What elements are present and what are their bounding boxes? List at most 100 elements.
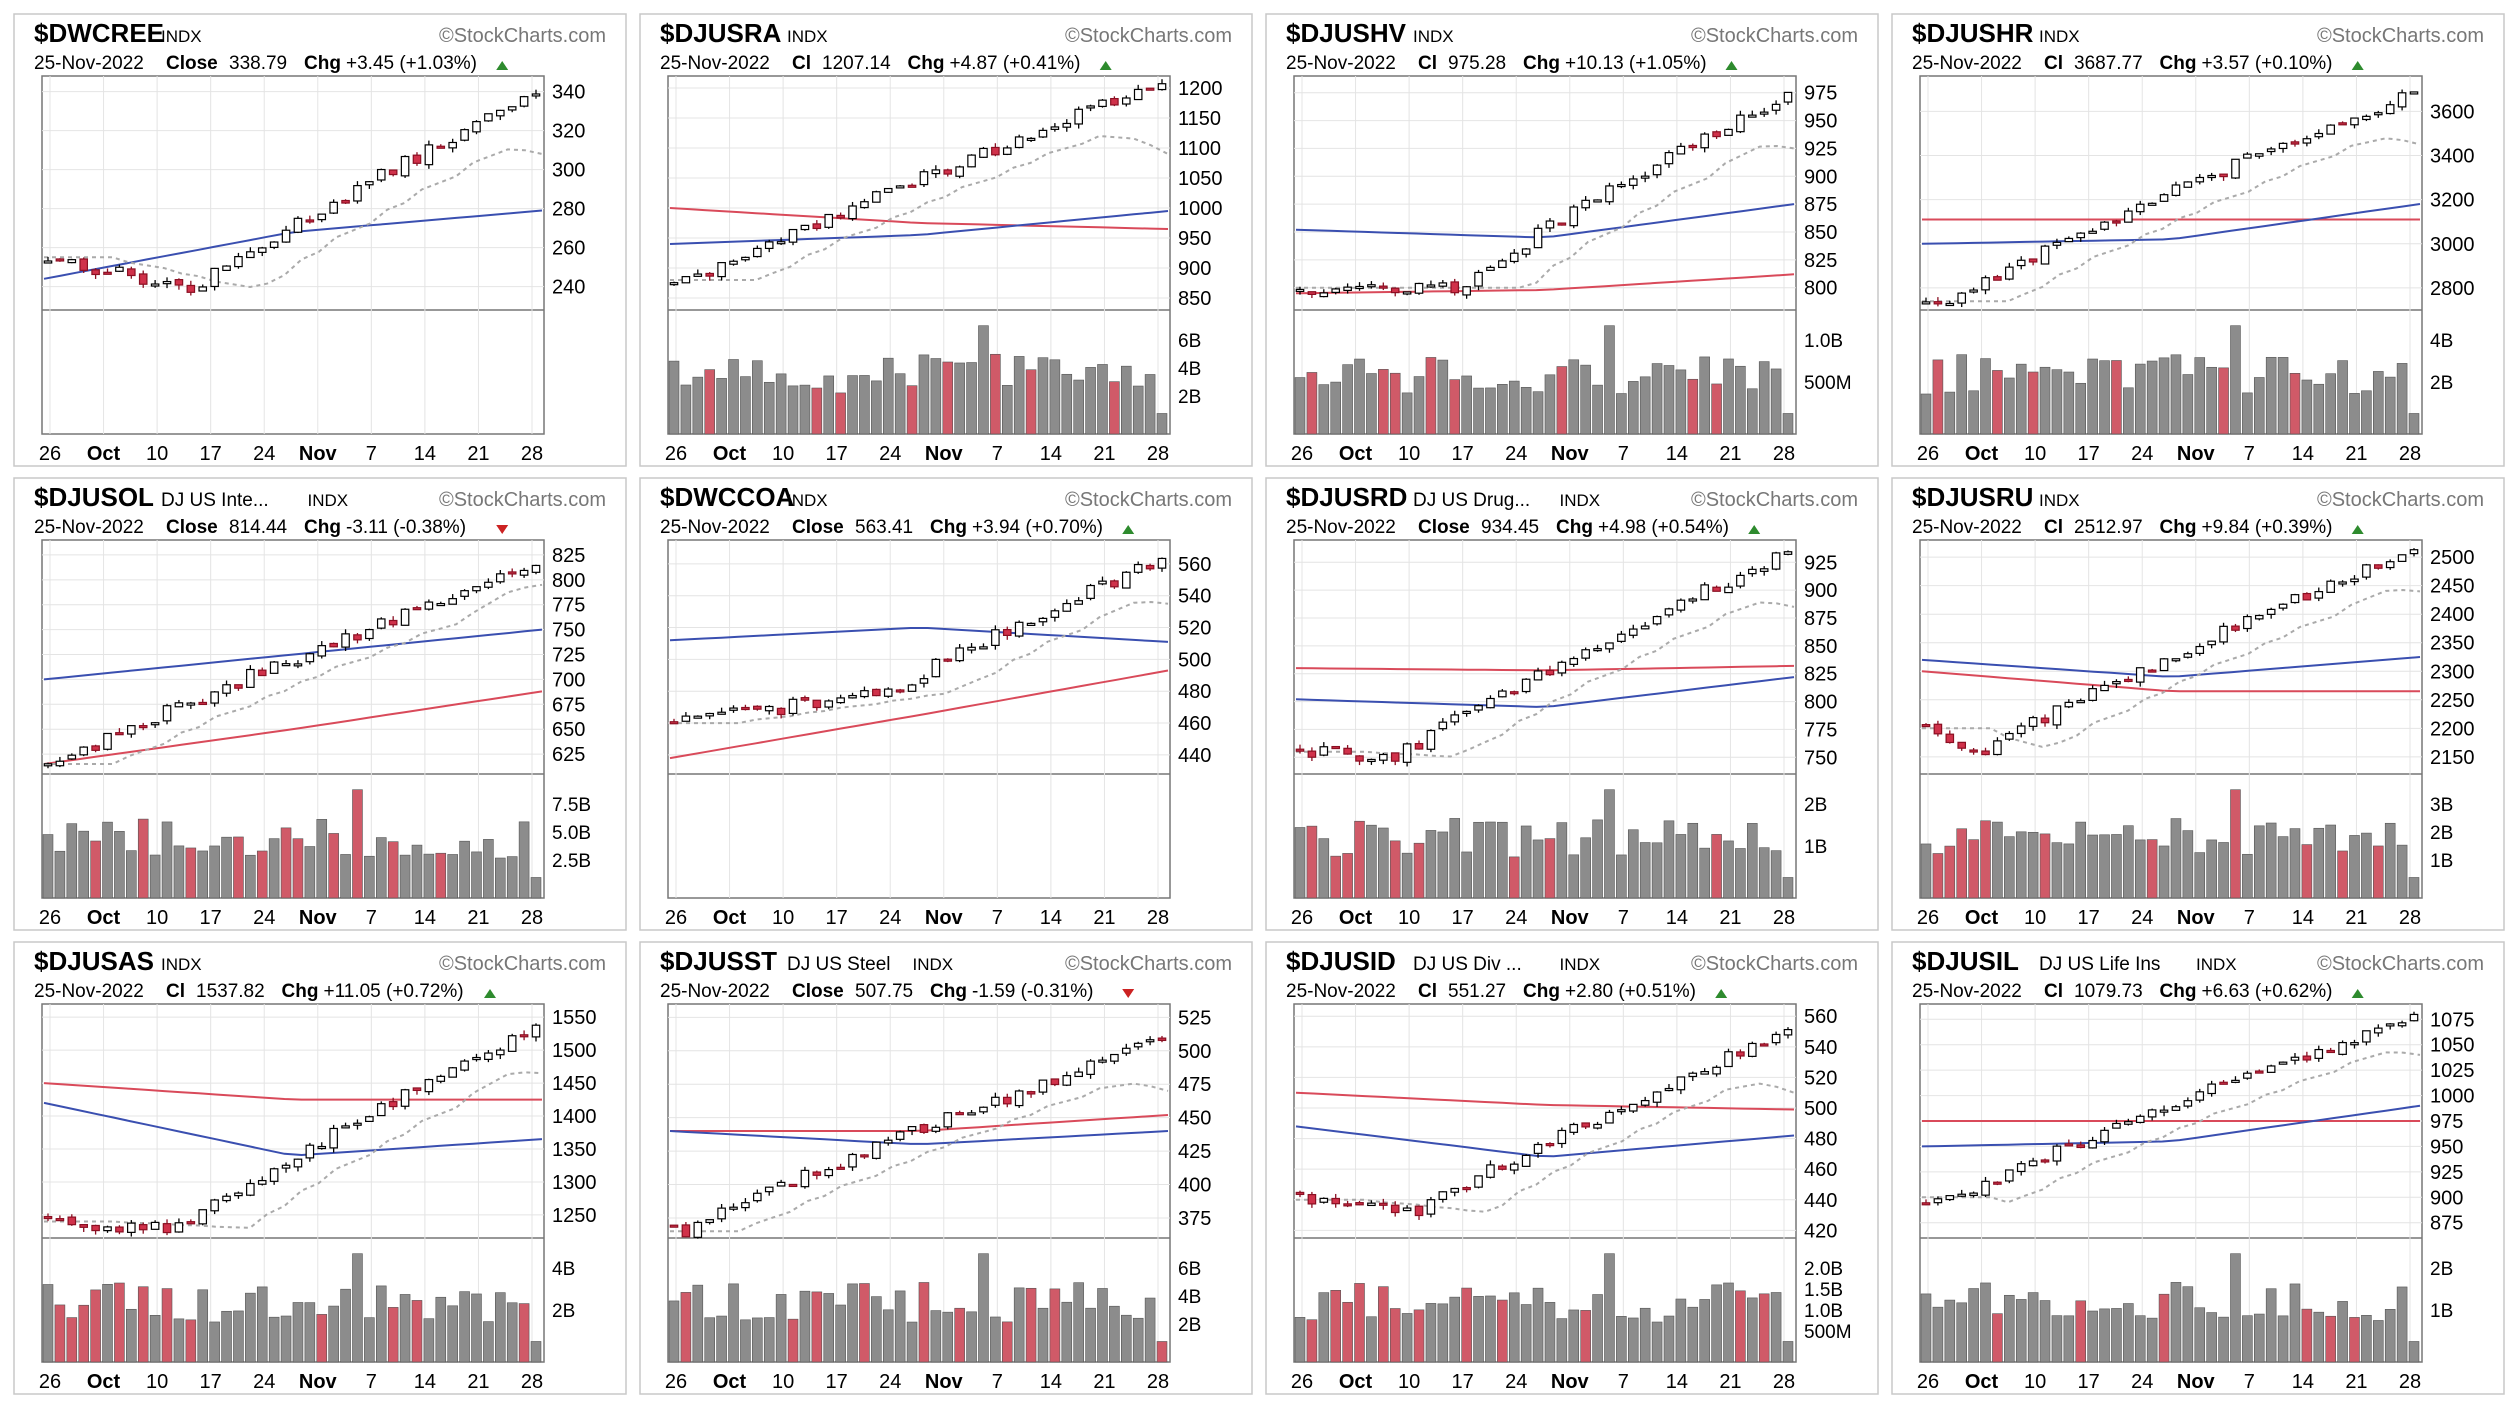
volume-bar xyxy=(2337,1301,2348,1363)
candle-body xyxy=(2409,1013,2419,1022)
panel-frame xyxy=(13,13,627,467)
volume-bar xyxy=(1156,413,1168,435)
volume-bar xyxy=(245,1292,256,1363)
candle-body xyxy=(1533,670,1543,681)
candle-body xyxy=(246,1182,255,1196)
volume-bar xyxy=(716,378,727,435)
candle-body xyxy=(1121,97,1131,105)
candle-body xyxy=(776,707,786,716)
time-tick-label: 14 xyxy=(1666,907,1688,929)
watermark-text: ©StockCharts.com xyxy=(2317,25,2484,47)
time-tick-label: 24 xyxy=(253,907,275,929)
price-tick-label: 850 xyxy=(1178,288,1211,310)
volume-bar xyxy=(1770,1292,1782,1363)
candle-body xyxy=(2052,1145,2062,1162)
time-tick-label: Oct xyxy=(1339,1371,1373,1393)
volume-bar xyxy=(233,1310,244,1363)
chart-panel-djusil[interactable]: $DJUSIL DJ US Life Ins INDX ©StockCharts.co… xyxy=(1891,941,2505,1395)
volume-bar xyxy=(1592,384,1603,435)
volume-bar xyxy=(1508,856,1520,899)
volume-bar xyxy=(1413,1309,1425,1363)
volume-bar xyxy=(1723,358,1734,435)
candle-body xyxy=(1026,137,1036,141)
candle-body xyxy=(2195,645,2205,654)
volume-bar xyxy=(530,1341,542,1363)
candle-body xyxy=(2231,625,2240,631)
time-tick-label: 17 xyxy=(2078,907,2100,929)
chart-panel-djusst[interactable]: $DJUSST DJ US Steel INDX ©StockCharts.com 25… xyxy=(639,941,1253,1395)
candle-body xyxy=(1390,752,1400,762)
candle-body xyxy=(460,590,469,597)
candle-body xyxy=(1771,103,1781,111)
candle-body xyxy=(2314,132,2324,138)
candle-body xyxy=(812,223,822,230)
close-value: 1079.73 xyxy=(2074,981,2143,1002)
chart-panel-djusol[interactable]: $DJUSOL DJ US Inte... INDX ©StockCharts.com… xyxy=(13,477,627,931)
price-tick-label: 400 xyxy=(1178,1175,1211,1197)
chart-panel-djushv[interactable]: $DJUSHV INDX ©StockCharts.com 25-Nov-2022 Cl… xyxy=(1265,13,1879,467)
volume-bar xyxy=(859,1283,870,1363)
candle-body xyxy=(460,1060,469,1071)
candle-body xyxy=(2314,591,2324,599)
volume-bar xyxy=(2265,1288,2277,1363)
volume-bar xyxy=(2265,822,2277,899)
change-label: Chg xyxy=(908,53,945,74)
chart-panel-djusru[interactable]: $DJUSRU INDX ©StockCharts.com 25-Nov-2022 Cl… xyxy=(1891,477,2505,931)
price-tick-label: 560 xyxy=(1804,1006,1837,1028)
chart-panel-djusas[interactable]: $DJUSAS INDX ©StockCharts.com 25-Nov-2022 Cl… xyxy=(13,941,627,1395)
time-tick-label: 7 xyxy=(366,443,377,465)
time-tick-label: 17 xyxy=(200,443,222,465)
chart-panel-djushr[interactable]: $DJUSHR INDX ©StockCharts.com 25-Nov-2022 Cl… xyxy=(1891,13,2505,467)
candle-body xyxy=(669,282,679,286)
volume-bar xyxy=(1592,819,1603,899)
price-tick-label: 775 xyxy=(552,595,585,617)
volume-bar xyxy=(1616,854,1627,899)
chart-panel-djusrd[interactable]: $DJUSRD DJ US Drug... INDX ©StockCharts.com… xyxy=(1265,477,1879,931)
chart-panel-djusid[interactable]: $DJUSID DJ US Div ... INDX ©StockCharts.com… xyxy=(1265,941,1879,1395)
candle-body xyxy=(1569,206,1579,227)
chart-panel-djusra[interactable]: $DJUSRA INDX ©StockCharts.com 25-Nov-2022 Cl… xyxy=(639,13,1253,467)
candle-body xyxy=(2088,230,2097,234)
time-tick-label: 28 xyxy=(2399,907,2421,929)
volume-bar xyxy=(2134,839,2146,899)
volume-bar xyxy=(1956,1302,1967,1363)
candle-body xyxy=(388,619,398,626)
candle-body xyxy=(472,586,481,592)
moving-average-fast xyxy=(1922,137,2421,303)
volume-bar xyxy=(1568,1309,1580,1363)
candle-body xyxy=(115,732,124,736)
volume-bar xyxy=(137,1286,149,1363)
candle-body xyxy=(1402,1207,1412,1212)
candle-body xyxy=(895,689,905,693)
candle-body xyxy=(1664,1087,1674,1092)
volume-bar xyxy=(871,380,882,435)
index-name: DJ US Steel xyxy=(787,954,890,975)
change-up-triangle-icon xyxy=(496,61,509,70)
candle-body xyxy=(788,228,798,243)
index-type: INDX xyxy=(1413,27,1454,46)
candle-body xyxy=(186,1221,196,1225)
time-tick-label: 10 xyxy=(2024,1371,2046,1393)
moving-average-long xyxy=(669,669,1169,760)
candle-body xyxy=(1676,599,1686,611)
volume-tick-label: 4B xyxy=(1178,1287,1201,1308)
candle-body xyxy=(705,712,715,717)
candle-body xyxy=(2397,1022,2407,1027)
time-tick-label: 10 xyxy=(772,443,794,465)
time-tick-label: Nov xyxy=(925,1371,964,1393)
change-label: Chg xyxy=(930,517,967,538)
candle-body xyxy=(1628,178,1638,186)
moving-average-long xyxy=(43,690,543,765)
volume-bar xyxy=(2004,1294,2015,1363)
volume-bar xyxy=(1532,391,1544,435)
volume-bar xyxy=(316,1314,328,1363)
volume-bar xyxy=(2063,843,2075,899)
symbol-label: $DJUSHR xyxy=(1912,18,2034,48)
candle-body xyxy=(1438,721,1448,730)
price-tick-label: 520 xyxy=(1178,618,1211,640)
candle-body xyxy=(2005,1169,2014,1182)
candle-body xyxy=(293,217,303,233)
candle-body xyxy=(412,607,422,611)
